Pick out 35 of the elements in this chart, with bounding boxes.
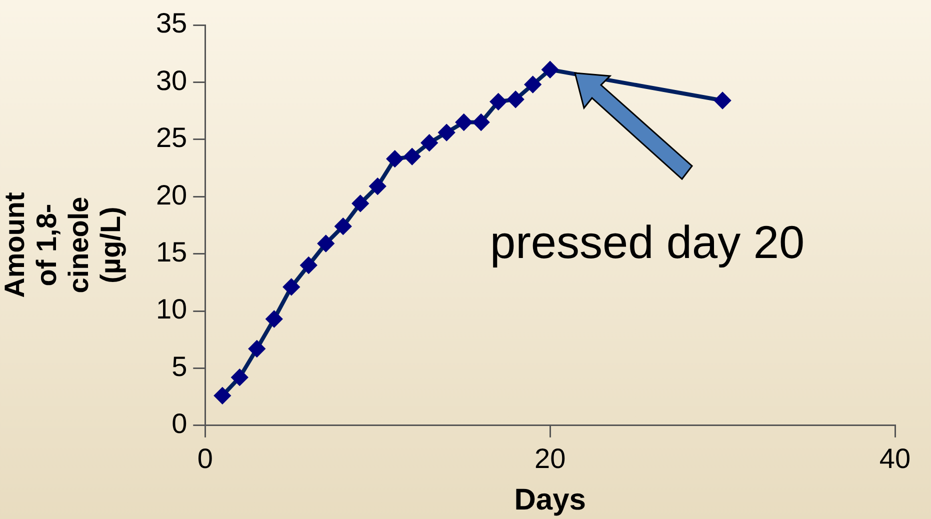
y-tick-label: 25 <box>156 122 188 154</box>
point <box>508 91 524 108</box>
y-tick-label: 30 <box>156 64 188 96</box>
y-tick-label: 20 <box>156 179 188 210</box>
point <box>386 150 403 167</box>
point <box>542 62 558 78</box>
point <box>438 124 455 141</box>
point <box>714 92 731 109</box>
x-tick-label: 20 <box>534 442 566 474</box>
y-axis-title: Amount of 1,8-cineole (µg/L) <box>0 191 127 300</box>
point <box>370 178 386 194</box>
y-tick-label: 10 <box>156 294 188 325</box>
point <box>352 195 368 212</box>
point <box>335 218 352 234</box>
annotation: pressed day 20 <box>490 215 805 269</box>
y-tick-label: 35 <box>156 8 188 39</box>
y-tick-label: 0 <box>172 408 188 440</box>
x-tick-label: 0 <box>197 442 213 474</box>
point <box>266 311 282 328</box>
y-tick-label: 5 <box>172 350 188 382</box>
point <box>490 94 506 110</box>
point <box>473 114 490 130</box>
point <box>456 114 472 130</box>
point <box>214 388 230 404</box>
point <box>404 148 420 165</box>
point <box>283 278 300 295</box>
point <box>421 134 438 151</box>
point <box>524 76 541 92</box>
point <box>318 236 334 252</box>
point <box>300 257 317 274</box>
x-axis-title: Days <box>514 483 586 516</box>
y-tick-label: 15 <box>156 236 188 268</box>
point <box>248 340 265 357</box>
point <box>232 369 248 386</box>
x-tick-label: 40 <box>879 442 911 474</box>
